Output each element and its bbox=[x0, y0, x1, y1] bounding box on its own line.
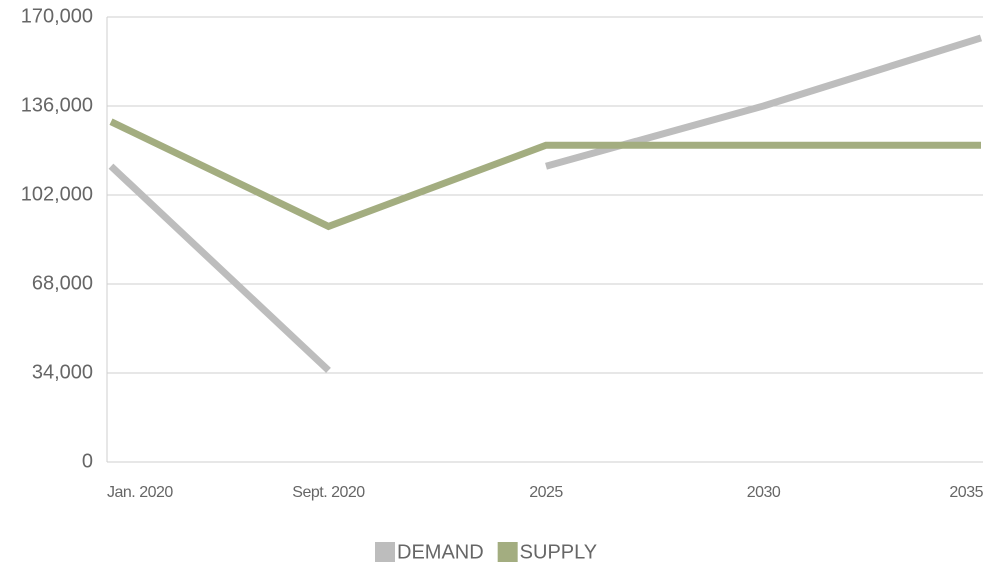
legend-swatch bbox=[375, 542, 395, 562]
y-tick-label: 68,000 bbox=[32, 272, 93, 294]
x-tick-label: Sept. 2020 bbox=[292, 484, 365, 501]
line-series bbox=[108, 163, 331, 373]
legend-label: DEMAND bbox=[397, 541, 484, 563]
x-tick-label: 2025 bbox=[529, 484, 563, 501]
y-tick-label: 136,000 bbox=[21, 94, 93, 116]
y-tick-label: 102,000 bbox=[21, 183, 93, 205]
y-tick-label: 0 bbox=[82, 450, 93, 472]
x-tick-label: 2035 bbox=[949, 484, 983, 501]
legend-swatch bbox=[497, 542, 518, 562]
x-tick-label: 2030 bbox=[747, 484, 781, 501]
legend-label: SUPPLY bbox=[520, 541, 597, 563]
x-tick-label: Jan. 2020 bbox=[107, 484, 173, 501]
y-tick-label: 34,000 bbox=[32, 361, 93, 383]
y-tick-label: 170,000 bbox=[21, 5, 93, 27]
line-series bbox=[109, 118, 981, 231]
